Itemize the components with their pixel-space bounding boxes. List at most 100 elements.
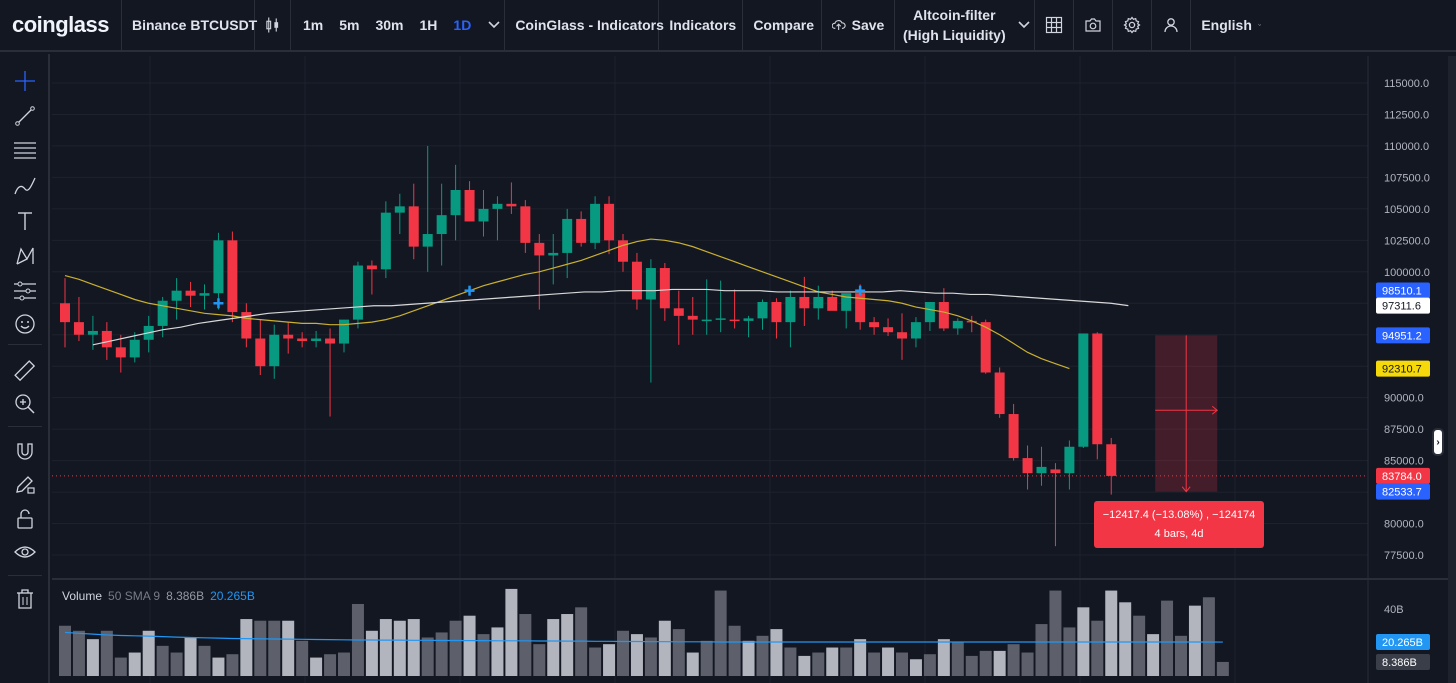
measure-tool[interactable] — [10, 356, 40, 386]
volume-bar — [993, 650, 1006, 676]
layout-button[interactable] — [1035, 0, 1075, 51]
candle-body — [450, 189, 461, 216]
volume-label-bg — [1376, 654, 1430, 670]
candle-body — [687, 315, 698, 320]
logo[interactable]: coinglass — [0, 0, 122, 51]
interval-dropdown[interactable] — [483, 0, 506, 51]
candle-body — [631, 261, 642, 300]
symbol-selector[interactable]: Binance BTCUSDT — [122, 0, 257, 51]
volume-bar — [714, 590, 727, 676]
indicators-button[interactable]: Indicators — [659, 0, 744, 51]
volume-bar — [1147, 634, 1160, 676]
interval-5m[interactable]: 5m — [339, 17, 360, 33]
volume-bar — [1133, 615, 1146, 676]
candle-body — [799, 296, 810, 309]
volume-bar — [965, 655, 978, 676]
candle-body — [855, 293, 866, 323]
volume-bar — [561, 614, 574, 676]
chart-type-button[interactable] — [255, 0, 291, 51]
candle-body — [659, 268, 670, 309]
lock-tool[interactable] — [10, 504, 40, 534]
price-tick: 107500.0 — [1384, 172, 1430, 184]
magnet-icon — [17, 443, 33, 460]
chevron-down-icon — [1018, 21, 1030, 29]
zoom-tool[interactable] — [10, 389, 40, 419]
candle-body — [897, 332, 907, 339]
volume-bar — [951, 642, 964, 676]
volume-bar — [114, 657, 127, 676]
interval-1m[interactable]: 1m — [303, 17, 324, 33]
interval-1h[interactable]: 1H — [419, 17, 438, 33]
candle-body — [241, 312, 252, 339]
volume-bar — [421, 637, 434, 676]
interval-30m[interactable]: 30m — [375, 17, 404, 33]
pencil-lock-icon — [16, 476, 35, 494]
interval-1d[interactable]: 1D — [453, 17, 472, 33]
ruler-icon — [14, 360, 36, 382]
volume-sma-line — [64, 631, 1223, 643]
candle-body — [213, 240, 224, 294]
price-tick: 80000.0 — [1384, 519, 1424, 531]
trend-line-tool[interactable] — [10, 101, 40, 131]
save-button[interactable]: Save — [822, 0, 896, 51]
candle-body — [269, 334, 280, 367]
volume-bar — [435, 632, 448, 676]
price-tick: 87500.0 — [1384, 424, 1424, 436]
settings-button[interactable] — [1113, 0, 1153, 51]
compare-button[interactable]: Compare — [743, 0, 823, 51]
candle-body — [464, 189, 475, 222]
volume-bar — [338, 652, 350, 676]
lock-drawings-tool[interactable] — [10, 469, 40, 499]
candle-body — [311, 338, 322, 342]
candle-body — [422, 234, 433, 247]
volume-value: 8.386B — [166, 589, 205, 603]
gear-icon — [1123, 16, 1141, 34]
brush-tool[interactable] — [10, 171, 40, 201]
visibility-tool[interactable] — [10, 537, 40, 567]
volume-bar — [1216, 661, 1229, 676]
indicator-preset-button[interactable]: CoinGlass - Indicators — [505, 0, 664, 51]
candle-body — [715, 318, 726, 320]
candle-body — [994, 372, 1005, 415]
candle-body — [129, 339, 140, 358]
emoji-tool[interactable] — [10, 309, 40, 339]
candle-body — [673, 308, 684, 316]
volume-bar — [184, 637, 197, 676]
candle-body — [352, 265, 363, 320]
account-button[interactable] — [1152, 0, 1192, 51]
crosshair-tool[interactable] — [10, 66, 40, 96]
altcoin-filter-button[interactable]: Altcoin-filter (High Liquidity) — [895, 0, 1013, 51]
prediction-tool[interactable] — [10, 276, 40, 306]
volume-bar — [896, 652, 908, 676]
volume-bar — [491, 627, 504, 676]
candle-body — [339, 319, 349, 344]
volume-bar — [86, 639, 99, 676]
delete-drawings-tool[interactable] — [10, 584, 40, 614]
candle-body — [618, 240, 628, 262]
price-axis[interactable]: 115000.0 112500.0 110000.0 107500.0 105000.0… — [1376, 78, 1430, 670]
candle-body — [73, 322, 84, 335]
candle-body — [924, 302, 935, 323]
text-tool[interactable] — [10, 206, 40, 236]
candle-body — [380, 212, 391, 270]
candle-body — [87, 330, 98, 335]
magnet-tool[interactable] — [10, 436, 40, 466]
volume-bar — [770, 629, 783, 676]
scale-handle[interactable]: › — [1432, 428, 1444, 456]
price-label-bg — [1376, 467, 1430, 484]
fib-tool[interactable] — [10, 136, 40, 166]
candle-body — [534, 242, 545, 256]
measure-arrow-right — [1211, 405, 1219, 415]
language-selector[interactable]: English — [1191, 0, 1271, 51]
volume-bar — [240, 619, 253, 676]
volume-bar — [589, 647, 602, 676]
filter-dropdown[interactable] — [1013, 0, 1036, 51]
pattern-tool[interactable] — [10, 241, 40, 271]
divider — [8, 426, 42, 427]
candle-body — [701, 319, 712, 322]
screenshot-button[interactable] — [1074, 0, 1114, 51]
candle-body — [562, 218, 573, 253]
volume-bar — [1161, 600, 1174, 676]
candle-body — [1022, 458, 1033, 474]
